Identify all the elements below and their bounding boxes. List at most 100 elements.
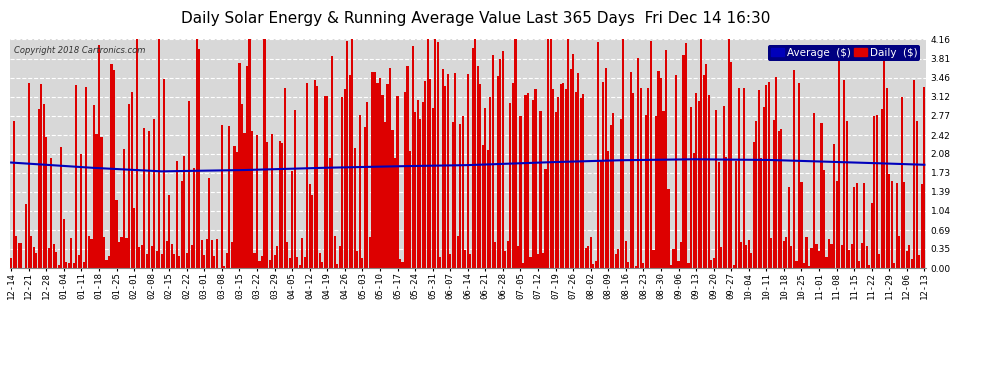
Bar bbox=[736, 161, 738, 268]
Bar bbox=[760, 158, 762, 268]
Bar bbox=[15, 236, 17, 268]
Bar bbox=[291, 171, 293, 268]
Bar bbox=[795, 261, 798, 268]
Bar bbox=[843, 80, 845, 268]
Bar bbox=[358, 115, 361, 268]
Bar bbox=[196, 39, 198, 268]
Bar bbox=[344, 90, 346, 268]
Bar bbox=[198, 49, 200, 268]
Bar bbox=[590, 237, 592, 268]
Bar bbox=[391, 130, 394, 268]
Bar bbox=[507, 241, 509, 268]
Bar bbox=[487, 150, 489, 268]
Bar bbox=[339, 246, 341, 268]
Bar bbox=[532, 100, 534, 268]
Bar bbox=[559, 84, 561, 268]
Bar bbox=[482, 145, 484, 268]
Bar bbox=[33, 247, 35, 268]
Bar bbox=[677, 261, 679, 268]
Bar bbox=[850, 244, 852, 268]
Bar bbox=[250, 130, 253, 268]
Bar bbox=[123, 149, 125, 268]
Bar bbox=[153, 119, 155, 268]
Bar bbox=[870, 204, 873, 268]
Bar bbox=[881, 109, 883, 268]
Bar bbox=[394, 158, 396, 268]
Bar bbox=[818, 251, 820, 268]
Text: Copyright 2018 Cartronics.com: Copyright 2018 Cartronics.com bbox=[15, 46, 146, 55]
Bar bbox=[667, 189, 669, 268]
Bar bbox=[579, 98, 582, 268]
Bar bbox=[562, 83, 564, 268]
Bar bbox=[615, 254, 617, 268]
Bar bbox=[60, 147, 62, 268]
Bar bbox=[10, 258, 12, 268]
Bar bbox=[374, 72, 376, 268]
Bar bbox=[65, 262, 67, 268]
Bar bbox=[592, 264, 594, 268]
Bar bbox=[554, 112, 556, 268]
Bar bbox=[886, 88, 888, 268]
Bar bbox=[662, 111, 664, 268]
Bar bbox=[710, 260, 712, 268]
Bar bbox=[723, 106, 725, 268]
Bar bbox=[437, 42, 439, 268]
Bar bbox=[780, 129, 782, 268]
Bar bbox=[530, 256, 532, 268]
Bar bbox=[402, 262, 404, 268]
Bar bbox=[244, 133, 246, 268]
Bar bbox=[170, 244, 173, 268]
Bar bbox=[806, 237, 808, 268]
Bar bbox=[860, 243, 862, 268]
Bar bbox=[755, 121, 757, 268]
Bar bbox=[221, 125, 223, 268]
Bar bbox=[833, 144, 836, 268]
Bar bbox=[67, 262, 70, 268]
Bar bbox=[234, 146, 236, 268]
Bar bbox=[18, 243, 20, 268]
Bar bbox=[783, 241, 785, 268]
Bar bbox=[276, 246, 278, 268]
Bar bbox=[647, 88, 649, 268]
Bar bbox=[808, 266, 810, 268]
Bar bbox=[883, 59, 885, 268]
Bar bbox=[342, 97, 344, 268]
Bar bbox=[52, 244, 54, 268]
Bar bbox=[353, 148, 356, 268]
Bar bbox=[638, 58, 640, 268]
Bar bbox=[479, 84, 481, 268]
Bar bbox=[98, 45, 100, 268]
Bar bbox=[188, 101, 190, 268]
Bar bbox=[742, 88, 744, 268]
Bar bbox=[793, 70, 795, 268]
Bar bbox=[906, 251, 908, 268]
Bar bbox=[13, 120, 15, 268]
Bar bbox=[489, 98, 491, 268]
Bar bbox=[324, 96, 326, 268]
Bar bbox=[20, 243, 22, 268]
Bar bbox=[823, 170, 825, 268]
Bar bbox=[304, 257, 306, 268]
Bar bbox=[803, 263, 805, 268]
Bar bbox=[424, 81, 426, 268]
Bar bbox=[55, 252, 57, 268]
Bar bbox=[148, 130, 150, 268]
Bar bbox=[652, 250, 654, 268]
Bar bbox=[540, 111, 542, 268]
Bar bbox=[136, 39, 138, 268]
Bar bbox=[569, 69, 571, 268]
Bar bbox=[841, 245, 842, 268]
Bar bbox=[422, 102, 424, 268]
Bar bbox=[497, 76, 499, 268]
Bar bbox=[567, 39, 569, 268]
Bar bbox=[865, 246, 868, 268]
Bar bbox=[329, 158, 331, 268]
Bar bbox=[208, 178, 211, 268]
Legend: Average  ($), Daily  ($): Average ($), Daily ($) bbox=[768, 45, 921, 61]
Bar bbox=[263, 39, 265, 268]
Text: Daily Solar Energy & Running Average Value Last 365 Days  Fri Dec 14 16:30: Daily Solar Energy & Running Average Val… bbox=[180, 10, 770, 26]
Bar bbox=[537, 254, 540, 268]
Bar bbox=[617, 249, 620, 268]
Bar bbox=[914, 80, 916, 268]
Bar bbox=[790, 246, 792, 268]
